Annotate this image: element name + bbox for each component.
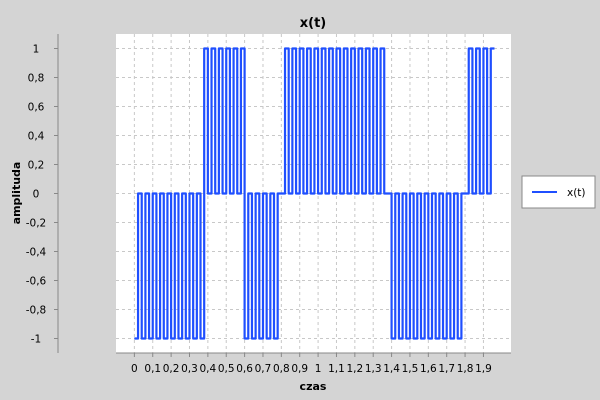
x-tick-label: 1,8 bbox=[457, 363, 474, 375]
y-tick-label: -0,8 bbox=[26, 305, 47, 317]
x-tick-label: 0,9 bbox=[291, 363, 308, 375]
x-tick-label: 0,4 bbox=[200, 363, 217, 375]
x-tick-label: 1,4 bbox=[383, 363, 400, 375]
x-tick-labels: 0 0,1 0,2 0,3 0,4 0,5 0,6 0,7 0,8 0,9 1 1,1 1,2 1,3 1,… bbox=[131, 353, 492, 375]
y-tick-label: -0,6 bbox=[26, 276, 47, 288]
series-line-x-t bbox=[134, 47, 495, 340]
x-axis-label: czas bbox=[300, 380, 327, 393]
x-tick-label: 0 bbox=[131, 363, 138, 375]
x-tick-label: 1,6 bbox=[420, 363, 437, 375]
x-tick-label: 0,3 bbox=[181, 363, 198, 375]
y-tick-label: -0,2 bbox=[26, 218, 47, 230]
x-tick-label: 0,1 bbox=[144, 363, 161, 375]
legend-label-x-t: x(t) bbox=[567, 187, 586, 199]
x-tick-label: 1,2 bbox=[346, 363, 363, 375]
y-tick-label: 0,8 bbox=[28, 73, 45, 85]
y-tick-labels: 1 0,8 0,6 0,4 0,2 0 -0,2 -0,4 -0,6 -0,8 -1 bbox=[26, 44, 58, 346]
x-tick-label: 1,1 bbox=[328, 363, 345, 375]
y-tick-label: 1 bbox=[33, 44, 40, 56]
y-tick-label: 0,4 bbox=[28, 131, 45, 143]
x-tick-label: 0,5 bbox=[218, 363, 235, 375]
y-tick-label: 0 bbox=[33, 189, 40, 201]
x-tick-label: 1,5 bbox=[402, 363, 419, 375]
x-tick-label: 1,7 bbox=[438, 363, 455, 375]
chart-title: x(t) bbox=[300, 16, 326, 31]
y-tick-label: -1 bbox=[31, 334, 41, 346]
x-tick-label: 0,6 bbox=[236, 363, 253, 375]
x-tick-label: 0,2 bbox=[163, 363, 180, 375]
x-tick-label: 0,8 bbox=[273, 363, 290, 375]
y-axis-label: amplituda bbox=[10, 162, 23, 225]
x-tick-label: 0,7 bbox=[255, 363, 272, 375]
x-tick-label: 1 bbox=[315, 363, 322, 375]
x-tick-label: 1,9 bbox=[475, 363, 492, 375]
y-tick-label: -0,4 bbox=[26, 247, 47, 259]
y-tick-label: 0,2 bbox=[28, 160, 45, 172]
legend: x(t) bbox=[521, 175, 596, 209]
x-tick-label: 1,3 bbox=[365, 363, 382, 375]
series-x-t bbox=[134, 47, 495, 340]
y-tick-label: 0,6 bbox=[28, 102, 45, 114]
